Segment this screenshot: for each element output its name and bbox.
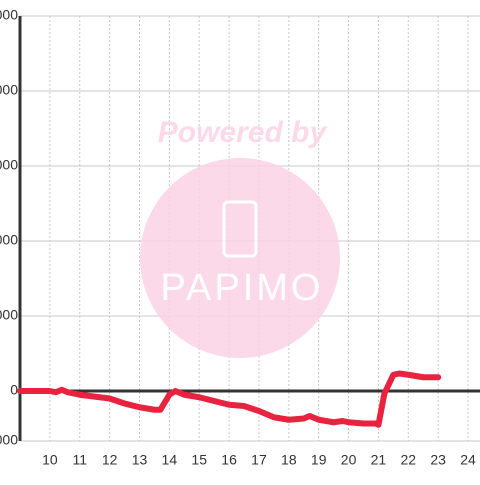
watermark-text: Powered by [158, 116, 328, 149]
y-tick-label: 120,000 [0, 82, 18, 98]
x-tick-label: 20 [341, 452, 357, 468]
watermark: Powered by PAPIMO [140, 116, 340, 358]
x-tick-label: 13 [132, 452, 148, 468]
x-tick-label: 11 [72, 452, 87, 468]
x-tick-label: 17 [251, 452, 267, 468]
watermark-icon [222, 200, 258, 258]
x-tick-label: 15 [191, 452, 207, 468]
x-tick-label: 24 [460, 452, 476, 468]
x-tick-label: 19 [311, 452, 327, 468]
watermark-logo: PAPIMO [161, 267, 324, 309]
x-tick-label: 22 [401, 452, 417, 468]
data-line [17, 370, 442, 428]
y-tick-label: 60,000 [0, 232, 18, 248]
x-tick-label: 14 [162, 452, 178, 468]
x-tick-label: 10 [42, 452, 58, 468]
y-tick-label: 30,000 [0, 307, 18, 323]
x-tick-label: 18 [281, 452, 297, 468]
x-tick-label: 23 [430, 452, 446, 468]
x-tick-label: 21 [371, 452, 387, 468]
y-tick-label: 90,000 [0, 157, 18, 173]
x-tick-label: 16 [221, 452, 237, 468]
y-tick-label: 150,000 [0, 7, 18, 23]
watermark-circle [140, 158, 340, 358]
y-tick-label: -20,000 [0, 432, 18, 448]
y-tick-label: 0 [10, 382, 18, 398]
x-tick-label: 12 [102, 452, 118, 468]
